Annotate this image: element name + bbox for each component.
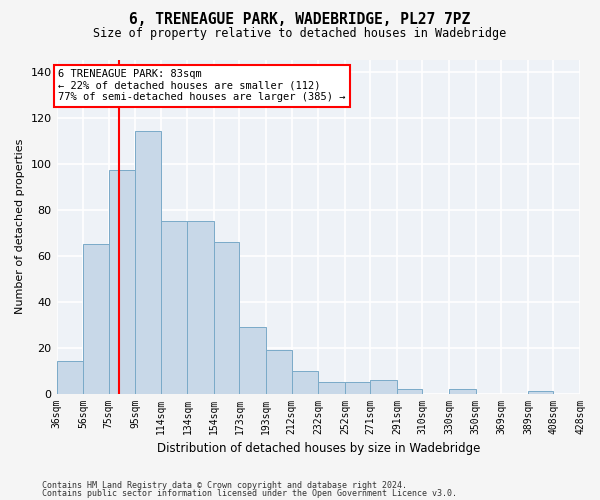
Bar [187,221,214,394]
Bar [109,170,136,394]
Bar [56,362,83,394]
Bar [345,382,370,394]
Bar [449,389,476,394]
Bar [528,392,553,394]
Text: 6, TRENEAGUE PARK, WADEBRIDGE, PL27 7PZ: 6, TRENEAGUE PARK, WADEBRIDGE, PL27 7PZ [130,12,470,28]
Bar [318,382,345,394]
Bar [136,132,161,394]
Text: Contains HM Land Registry data © Crown copyright and database right 2024.: Contains HM Land Registry data © Crown c… [42,480,407,490]
Bar [83,244,109,394]
Text: 6 TRENEAGUE PARK: 83sqm
← 22% of detached houses are smaller (112)
77% of semi-d: 6 TRENEAGUE PARK: 83sqm ← 22% of detache… [58,69,346,102]
Bar [397,389,422,394]
X-axis label: Distribution of detached houses by size in Wadebridge: Distribution of detached houses by size … [157,442,480,455]
Bar [239,327,266,394]
Bar [214,242,239,394]
Bar [161,221,187,394]
Bar [266,350,292,394]
Text: Contains public sector information licensed under the Open Government Licence v3: Contains public sector information licen… [42,489,457,498]
Y-axis label: Number of detached properties: Number of detached properties [15,139,25,314]
Bar [370,380,397,394]
Bar [292,370,318,394]
Text: Size of property relative to detached houses in Wadebridge: Size of property relative to detached ho… [94,28,506,40]
